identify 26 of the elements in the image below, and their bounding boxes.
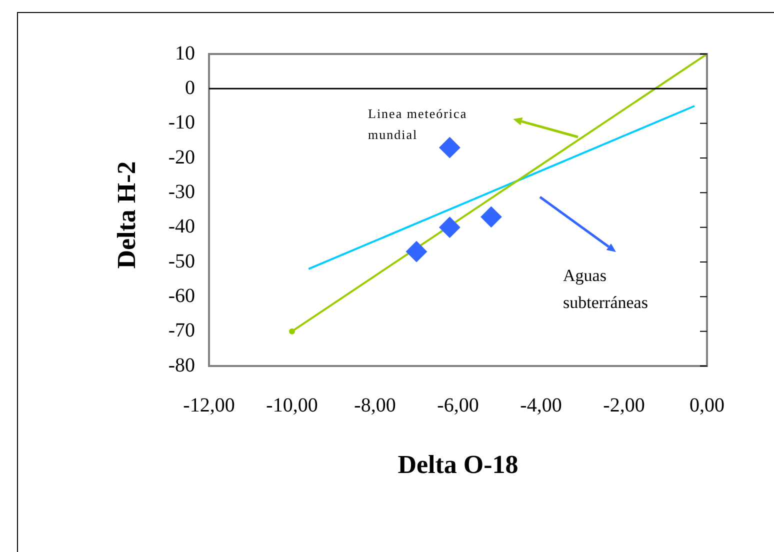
y-tick-label: -30 bbox=[168, 180, 195, 203]
x-tick-label: -10,00 bbox=[266, 394, 318, 416]
point bbox=[439, 137, 460, 158]
x-axis-title: Delta O-18 bbox=[398, 450, 518, 480]
y-axis-title: Delta H-2 bbox=[112, 161, 142, 269]
y-tick-label: 0 bbox=[185, 76, 195, 99]
x-tick-label: -4,00 bbox=[520, 394, 562, 416]
x-tick-label: 0,00 bbox=[690, 394, 724, 416]
y-tick-label: 10 bbox=[175, 42, 195, 64]
point bbox=[406, 241, 427, 262]
point bbox=[439, 216, 460, 238]
y-tick-label: -20 bbox=[168, 146, 195, 168]
y-tick-label: -70 bbox=[168, 320, 195, 342]
point bbox=[289, 328, 295, 334]
y-tick-label: -40 bbox=[168, 216, 195, 238]
y-tick-label: -10 bbox=[168, 112, 195, 134]
y-tick-label: -80 bbox=[168, 354, 195, 376]
x-tick-label: -6,00 bbox=[437, 394, 479, 416]
y-tick-label: -50 bbox=[168, 250, 195, 272]
point bbox=[480, 206, 502, 228]
y-tick-label: -60 bbox=[168, 284, 195, 307]
annotation: Aguas subterráneas bbox=[563, 265, 649, 314]
x-tick-label: -2,00 bbox=[603, 394, 645, 416]
x-tick-label: -8,00 bbox=[354, 394, 396, 416]
x-tick-label: -12,00 bbox=[183, 394, 235, 416]
annotation: Linea meteórica mundial bbox=[368, 105, 468, 144]
